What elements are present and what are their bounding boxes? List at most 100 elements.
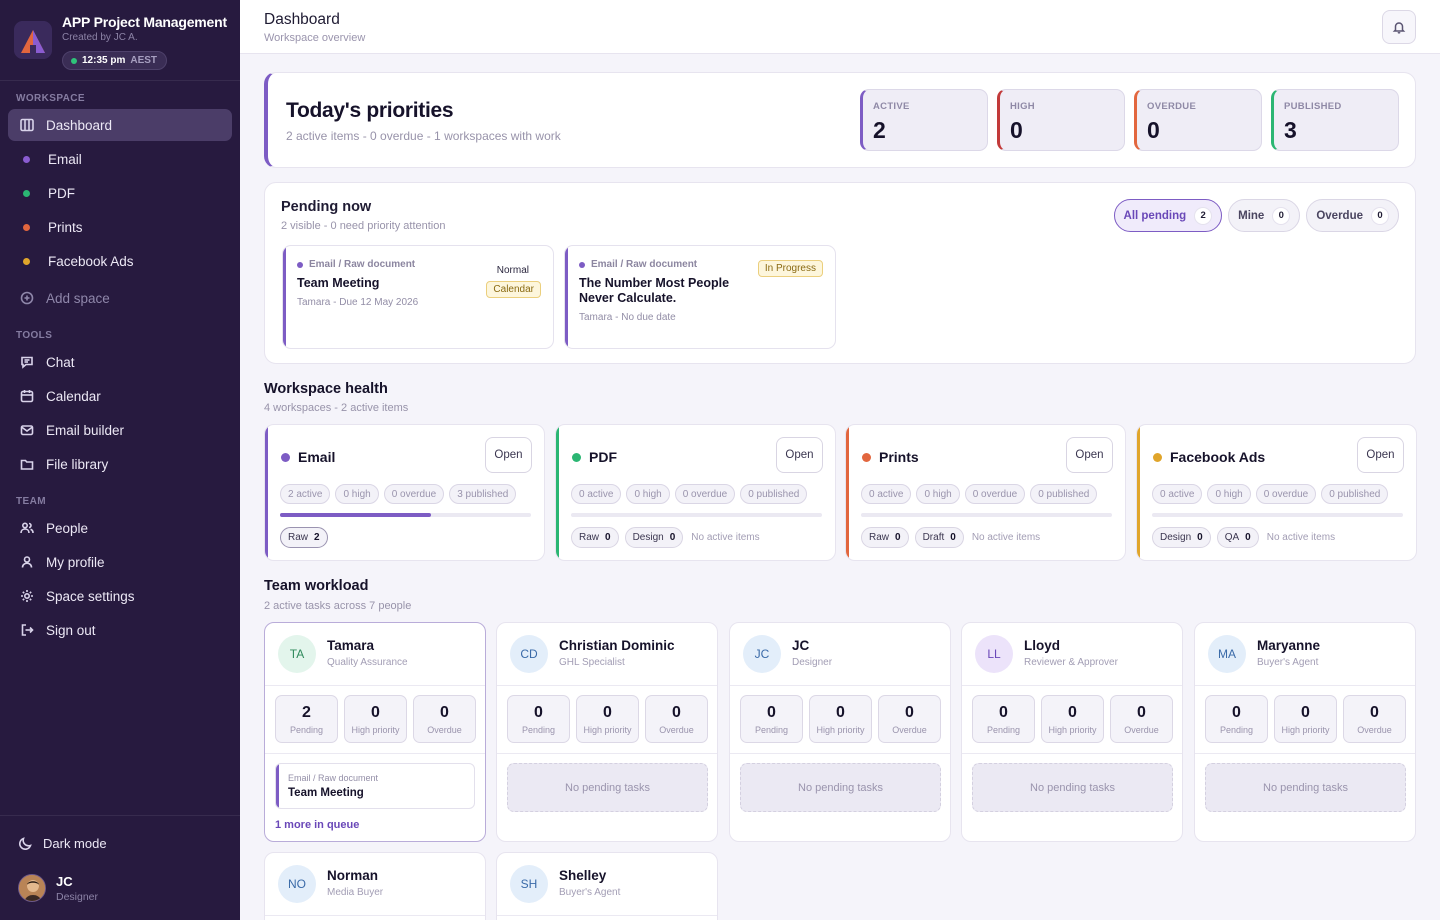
- progress-fill: [280, 513, 431, 517]
- sidebar-item-prints[interactable]: Prints: [8, 211, 232, 243]
- sidebar-item-chat[interactable]: Chat: [8, 346, 232, 378]
- category-dot-icon: [579, 261, 585, 268]
- task-title: Team Meeting: [297, 276, 380, 290]
- stage-design[interactable]: Design 0: [1152, 527, 1211, 548]
- no-pending-tasks: No pending tasks: [1205, 763, 1406, 812]
- chip-overdue: 0 overdue: [964, 484, 1026, 504]
- stat-value: 2: [302, 704, 311, 721]
- add-space-button[interactable]: Add space: [8, 282, 232, 314]
- sidebar-item-my-profile[interactable]: My profile: [8, 546, 232, 578]
- member-card-lloyd[interactable]: LL Lloyd Reviewer & Approver 0 Pending 0 H…: [961, 622, 1183, 842]
- no-pending-tasks: No pending tasks: [507, 763, 708, 812]
- open-workspace-button[interactable]: Open: [1066, 437, 1113, 473]
- member-card-shelley[interactable]: SH Shelley Buyer's Agent: [496, 852, 718, 920]
- top-header: Dashboard Workspace overview: [240, 0, 1440, 54]
- filter-count: 0: [1371, 206, 1389, 225]
- sidebar-item-sign-out[interactable]: Sign out: [8, 614, 232, 646]
- stat-high-priority: 0 High priority: [1274, 695, 1337, 743]
- member-card-jc[interactable]: JC JC Designer 0 Pending 0 High priority 0…: [729, 622, 951, 842]
- stage-raw[interactable]: Raw 0: [861, 527, 909, 548]
- stat-published: PUBLISHED 3: [1271, 89, 1399, 151]
- workspace-name-label: Email: [298, 449, 336, 465]
- sidebar-item-label: Facebook Ads: [48, 253, 134, 269]
- stage-design[interactable]: Design 0: [624, 527, 684, 548]
- avatar: NO: [278, 865, 316, 903]
- online-dot-icon: [71, 57, 77, 64]
- clock-time: 12:35 pm: [82, 55, 126, 66]
- stat-value: 0: [1147, 117, 1160, 143]
- chip-overdue: 0 overdue: [674, 484, 736, 504]
- stage-draft[interactable]: Draft 0: [914, 527, 964, 548]
- workspace-chips: 2 active 0 high 0 overdue 3 published: [280, 484, 517, 504]
- stat-label: OVERDUE: [1147, 101, 1197, 112]
- stage-label: Raw: [579, 532, 600, 543]
- workspace-name: Email: [281, 449, 335, 465]
- email-dot-icon: [23, 155, 30, 163]
- sidebar-item-dashboard[interactable]: Dashboard: [8, 109, 232, 141]
- sidebar-item-file-library[interactable]: File library: [8, 448, 232, 480]
- stage-qa[interactable]: QA 0: [1216, 527, 1259, 548]
- member-stats: 0 Pending 0 High priority 0 Overdue: [972, 695, 1173, 743]
- member-name: Lloyd: [1024, 638, 1060, 653]
- stage-raw[interactable]: Raw 0: [571, 527, 619, 548]
- sidebar-item-label: Chat: [46, 354, 75, 370]
- filter-mine[interactable]: Mine 0: [1228, 199, 1301, 232]
- pending-task-card[interactable]: Email / Raw document The Number Most Peo…: [564, 245, 836, 349]
- chip-published: 0 published: [1321, 484, 1389, 504]
- stage-count: 2: [314, 532, 320, 543]
- no-pending-tasks: No pending tasks: [972, 763, 1173, 812]
- sidebar-item-email[interactable]: Email: [8, 143, 232, 175]
- open-workspace-button[interactable]: Open: [1357, 437, 1404, 473]
- dark-mode-toggle[interactable]: Dark mode: [18, 836, 107, 851]
- notifications-button[interactable]: [1382, 10, 1416, 44]
- sidebar-item-pdf[interactable]: PDF: [8, 177, 232, 209]
- member-card-christian-dominic[interactable]: CD Christian Dominic GHL Specialist 0 Pen…: [496, 622, 718, 842]
- workspace-chips: 0 active 0 high 0 overdue 0 published: [1152, 484, 1389, 504]
- stat-label: HIGH: [1010, 101, 1035, 112]
- member-role: Reviewer & Approver: [1024, 657, 1118, 668]
- stat-pending: 0 Pending: [972, 695, 1035, 743]
- stat-overdue: 0 Overdue: [878, 695, 941, 743]
- workspace-progress-bar: [1152, 513, 1403, 517]
- sidebar-item-email-builder[interactable]: Email builder: [8, 414, 232, 446]
- member-card-tamara[interactable]: TA Tamara Quality Assurance 2 Pending 0 Hi…: [264, 622, 486, 842]
- member-card-norman[interactable]: NO Norman Media Buyer: [264, 852, 486, 920]
- sidebar: APP Project Management Created by JC A. …: [0, 0, 240, 920]
- member-card-maryanne[interactable]: MA Maryanne Buyer's Agent 0 Pending 0 High…: [1194, 622, 1416, 842]
- moon-icon: [19, 837, 32, 850]
- member-task-item[interactable]: Email / Raw document Team Meeting: [275, 763, 475, 809]
- more-in-queue-link[interactable]: 1 more in queue: [275, 819, 360, 831]
- stat-value: 0: [440, 704, 449, 721]
- workspace-chips: 0 active 0 high 0 overdue 0 published: [861, 484, 1098, 504]
- workspace-dot-icon: [572, 452, 581, 462]
- filter-label: All pending: [1123, 209, 1187, 222]
- stat-overdue: 0 Overdue: [1110, 695, 1173, 743]
- sidebar-item-calendar[interactable]: Calendar: [8, 380, 232, 412]
- open-workspace-button[interactable]: Open: [776, 437, 823, 473]
- stat-value: 3: [1284, 117, 1297, 143]
- priorities-subtitle: 2 active items - 0 overdue - 1 workspace…: [286, 129, 561, 143]
- stat-pending: 2 Pending: [275, 695, 338, 743]
- stat-label: Overdue: [1357, 725, 1392, 735]
- pdf-dot-icon: [23, 189, 30, 197]
- stat-label: High priority: [351, 725, 400, 735]
- filter-all-pending[interactable]: All pending 2: [1113, 199, 1223, 232]
- stat-value: 0: [1232, 704, 1241, 721]
- filter-overdue[interactable]: Overdue 0: [1306, 199, 1399, 232]
- pending-task-card[interactable]: Email / Raw document Team Meeting Tamara…: [282, 245, 554, 349]
- user-avatar[interactable]: [18, 874, 46, 902]
- chip-overdue: 0 overdue: [383, 484, 445, 504]
- sidebar-item-facebook-ads[interactable]: Facebook Ads: [8, 245, 232, 277]
- sidebar-item-people[interactable]: People: [8, 512, 232, 544]
- chip-published: 0 published: [1030, 484, 1098, 504]
- sidebar-footer: Dark mode JC Designer: [0, 815, 240, 920]
- open-workspace-button[interactable]: Open: [485, 437, 532, 473]
- stage-raw[interactable]: Raw 2: [280, 527, 328, 548]
- sidebar-item-label: Email: [48, 151, 82, 167]
- workspace-card-prints: Prints Open 0 active 0 high 0 overdue 0 …: [845, 424, 1126, 561]
- stat-high: HIGH 0: [997, 89, 1125, 151]
- member-role: GHL Specialist: [559, 657, 625, 668]
- filter-label: Overdue: [1316, 209, 1363, 222]
- stage-label: Raw: [869, 532, 890, 543]
- sidebar-item-space-settings[interactable]: Space settings: [8, 580, 232, 612]
